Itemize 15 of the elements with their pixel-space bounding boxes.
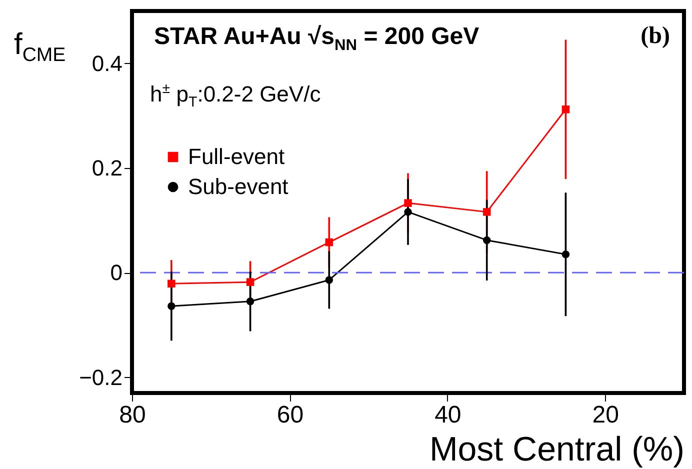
x-axis-title: Most Central (%) xyxy=(429,430,684,468)
annotation: h$^{±}$ p$_{T}$:0.2-2 GeV/c xyxy=(150,81,321,111)
text: STAR Au+Au √s$_{NN}$ = 200 GeV xyxy=(154,23,480,55)
x-tick-label: 40 xyxy=(434,402,462,428)
y-axis-title: f$_{CME}$ xyxy=(14,28,66,67)
x-tick-label: 80 xyxy=(119,402,146,428)
legend-label: Full-event xyxy=(188,144,285,169)
legend-label: Sub-event xyxy=(188,174,288,199)
y-tick-label: 0.4 xyxy=(92,50,122,76)
annotation: (b) xyxy=(640,23,670,50)
x-tick-label: 20 xyxy=(592,402,619,428)
y-tick-label: 0.2 xyxy=(92,155,122,180)
x-tick-label: 60 xyxy=(276,402,304,428)
y-tick-label: −0.2 xyxy=(79,364,122,390)
y-tick-label: 0 xyxy=(110,260,122,286)
